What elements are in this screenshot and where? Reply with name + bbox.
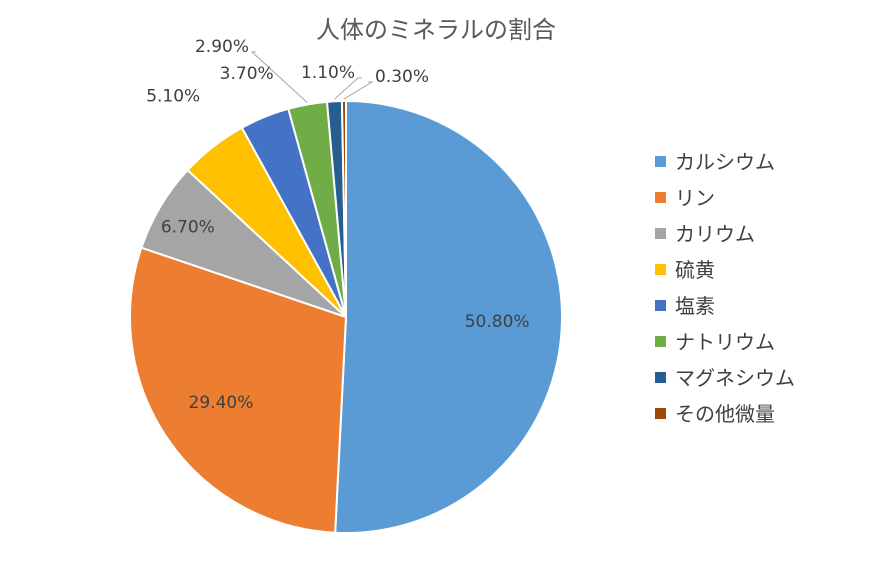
- data-label-8: 0.30%: [375, 67, 429, 87]
- pie-slice-8: [340, 99, 347, 318]
- data-label-7: 1.10%: [301, 63, 355, 83]
- pie-slice-2: [129, 246, 348, 534]
- legend-swatch-6: [655, 336, 666, 347]
- legend-swatch-7: [655, 372, 666, 383]
- data-label-2: 29.40%: [189, 393, 254, 413]
- legend-label-1: カルシウム: [675, 150, 775, 174]
- data-labels: 50.80% 29.40% 6.70% 5.10% 3.70% 2.90% 1.10% 0.3…: [146, 37, 529, 413]
- data-label-4: 5.10%: [146, 87, 200, 107]
- pie-slice-1: [334, 99, 564, 534]
- legend-swatch-1: [655, 156, 666, 167]
- legend-swatch-8: [655, 408, 666, 419]
- legend-label-5: 塩素: [675, 294, 715, 318]
- data-label-5: 3.70%: [220, 64, 274, 84]
- legend-label-8: その他微量: [675, 402, 775, 426]
- chart-title: 人体のミネラルの割合: [316, 16, 556, 44]
- leader-line-7: [334, 77, 362, 100]
- legend-swatch-4: [655, 264, 666, 275]
- legend-swatch-5: [655, 300, 666, 311]
- legend-label-7: マグネシウム: [675, 366, 795, 390]
- legend-swatch-3: [655, 228, 666, 239]
- data-label-3: 6.70%: [161, 217, 215, 237]
- data-label-1: 50.80%: [465, 312, 530, 332]
- legend-label-4: 硫黄: [675, 258, 715, 282]
- legend-label-6: ナトリウム: [675, 330, 775, 354]
- legend-label-3: カリウム: [675, 222, 755, 246]
- pie-slices: [129, 99, 564, 534]
- legend-label-2: リン: [675, 186, 715, 210]
- legend-swatch-2: [655, 192, 666, 203]
- leader-line-8: [343, 81, 374, 100]
- data-label-6: 2.90%: [195, 37, 249, 57]
- leader-line-6: [250, 51, 308, 103]
- leader-lines: [250, 51, 374, 103]
